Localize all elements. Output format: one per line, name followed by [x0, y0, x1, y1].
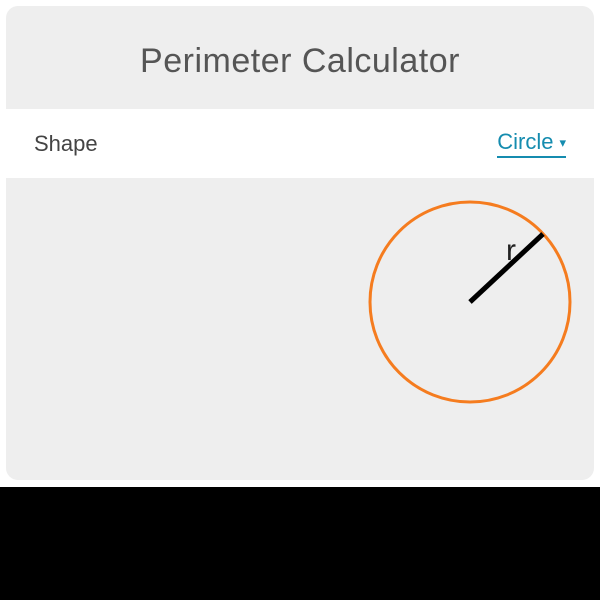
circle-diagram: r — [366, 198, 574, 406]
page-title: Perimeter Calculator — [6, 6, 594, 109]
shape-selected-value: Circle — [497, 129, 553, 155]
shape-row: Shape Circle ▾ — [6, 109, 594, 178]
chevron-down-icon: ▾ — [559, 136, 566, 149]
shape-select[interactable]: Circle ▾ — [497, 129, 566, 158]
shape-label: Shape — [34, 131, 98, 157]
diagram-area: r — [6, 178, 594, 458]
bottom-bar — [0, 487, 600, 600]
radius-label: r — [506, 234, 516, 267]
calculator-widget: Perimeter Calculator Shape Circle ▾ r — [6, 6, 594, 480]
